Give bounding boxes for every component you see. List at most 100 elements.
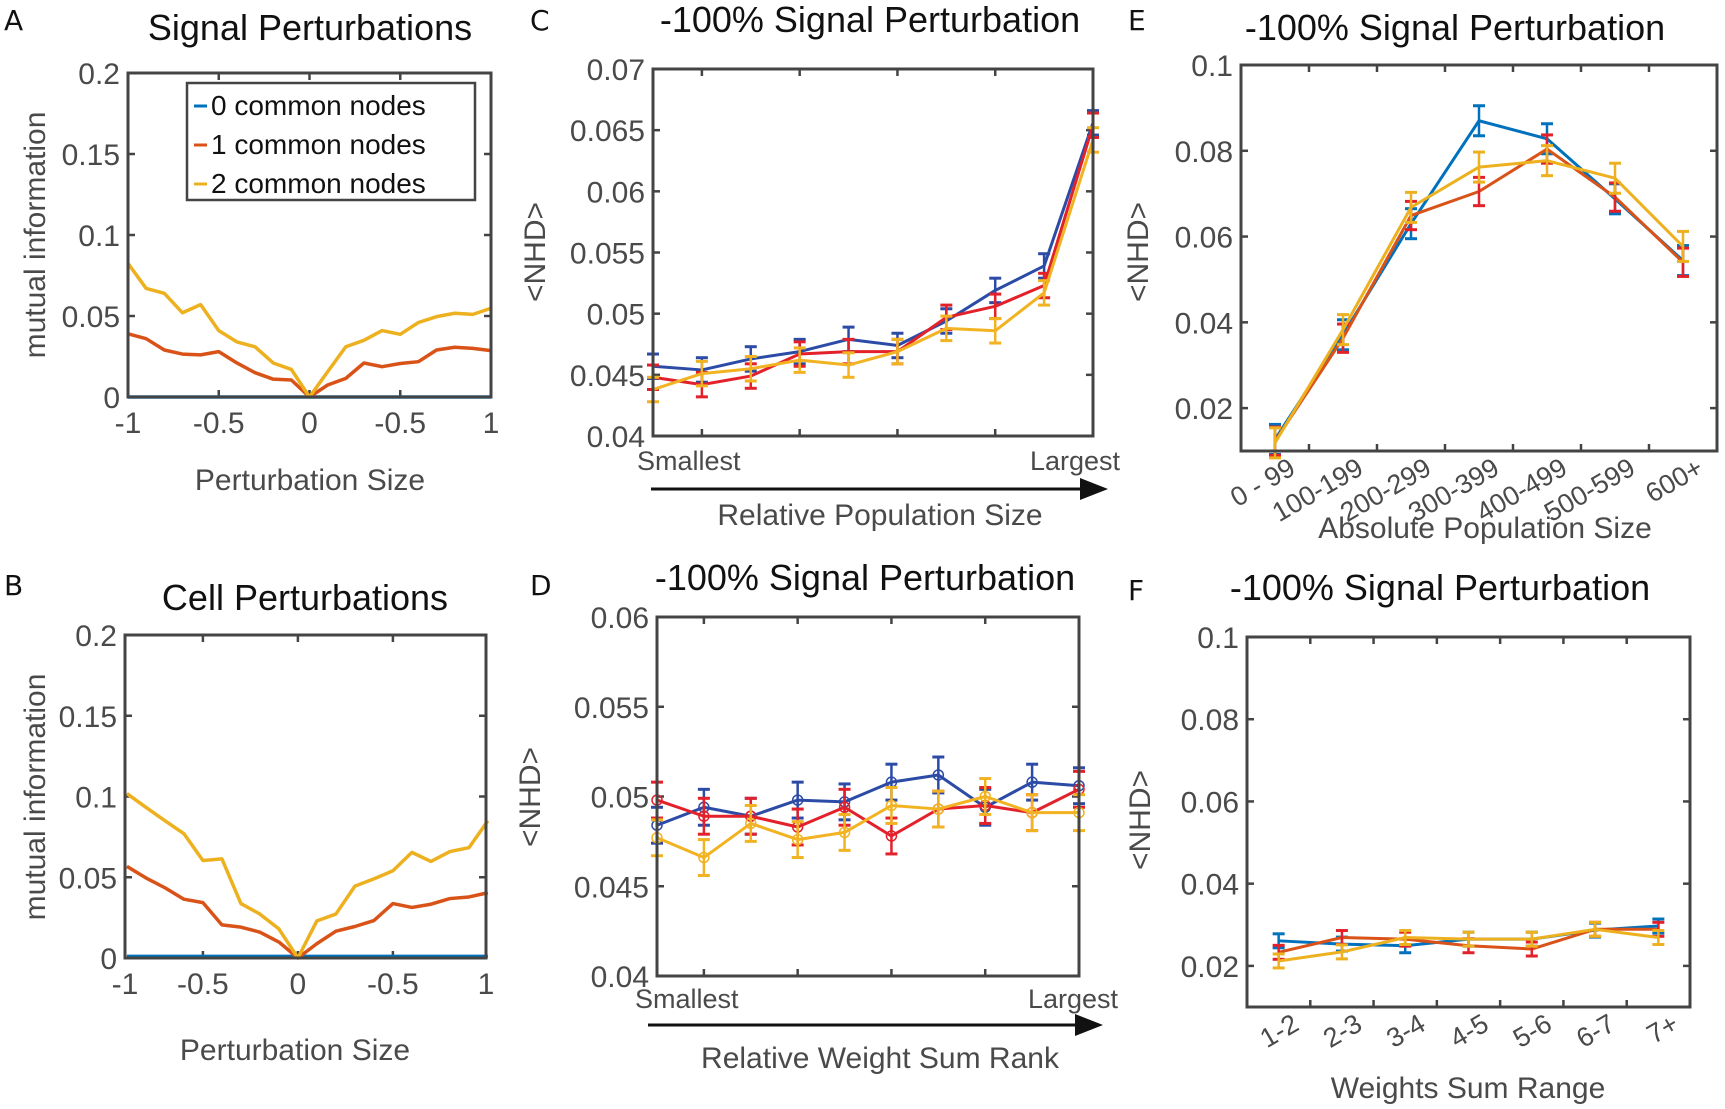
series-line — [125, 792, 490, 960]
x-axis-label: Relative Population Size — [717, 499, 1042, 532]
y-axis-label: mutual information — [19, 674, 52, 921]
x-tick-label: -0.5 — [177, 968, 229, 1001]
error-bar — [744, 354, 757, 383]
error-bar — [1541, 144, 1553, 178]
error-bar — [1652, 929, 1665, 947]
y-tick-label: 0.06 — [1175, 222, 1233, 255]
x-category-label: 600+ — [1640, 452, 1708, 508]
chart-title: Signal Perturbations — [148, 7, 472, 48]
y-tick-label: 0.02 — [1175, 393, 1233, 426]
error-bar — [1038, 279, 1051, 307]
x-tick-label: 1 — [483, 407, 500, 440]
plot-area: 0 0.05 0.1 0.15 0.2 -1 -0.5 0 -0.5 1 — [62, 58, 500, 440]
data-point-marker — [1026, 806, 1038, 819]
y-tick-label: 0.055 — [570, 238, 645, 271]
y-tick-label: 0.05 — [591, 782, 649, 815]
y-axis-label: <NHD> — [519, 202, 552, 302]
legend-entry-1: 1 common nodes — [211, 129, 426, 160]
error-bar — [1473, 150, 1485, 184]
y-tick-label: 0.06 — [1181, 786, 1239, 819]
plot-area: 0.020.040.060.080.10 - 99100-199200-2993… — [1175, 50, 1719, 528]
x-axis-label: Weights Sum Range — [1331, 1072, 1606, 1105]
y-tick-label: 0.04 — [591, 961, 649, 994]
x-category-label: 4-5 — [1445, 1008, 1494, 1053]
series-line — [656, 773, 1080, 827]
y-tick-label: 0.1 — [78, 220, 120, 253]
chart-title: -100% Signal Perturbation — [1230, 567, 1650, 608]
x-category-label: 3-4 — [1381, 1008, 1430, 1053]
panel-d: D -100% Signal Perturbation <NHD> 0.040.… — [514, 557, 1118, 1075]
x-end-label-smallest: Smallest — [637, 446, 741, 476]
error-bar — [940, 314, 953, 343]
panel-letter: B — [4, 569, 23, 602]
y-tick-label: 0.05 — [59, 862, 117, 895]
error-bar — [744, 803, 757, 843]
chart-title: -100% Signal Perturbation — [655, 557, 1075, 598]
panel-e: E -100% Signal Perturbation <NHD> 0.02 0.… — [1122, 4, 1719, 545]
series-0 — [651, 755, 1085, 845]
y-tick-label: 0.2 — [75, 620, 117, 653]
y-tick-label: 0.08 — [1175, 136, 1233, 169]
series-1 — [127, 332, 492, 399]
error-bar — [1337, 313, 1349, 347]
y-tick-label: 0.05 — [587, 299, 645, 332]
x-category-label: 1-2 — [1255, 1008, 1304, 1053]
x-end-label-largest: Largest — [1030, 446, 1121, 476]
error-bar — [989, 317, 1002, 345]
error-bar — [1272, 952, 1285, 970]
error-bar — [838, 812, 851, 852]
data-point-marker — [698, 851, 710, 864]
x-category-label: 2-3 — [1318, 1008, 1367, 1053]
x-end-label-smallest: Smallest — [635, 984, 739, 1014]
error-bar — [1399, 929, 1412, 947]
chart-title: Cell Perturbations — [162, 577, 448, 618]
y-tick-label: 0.02 — [1181, 951, 1239, 984]
error-bar — [791, 820, 804, 860]
series-line — [126, 262, 492, 399]
y-tick-label: 0.04 — [587, 421, 645, 454]
series-line — [652, 124, 1095, 387]
y-tick-label: 0.04 — [1181, 869, 1239, 902]
x-end-label-largest: Largest — [1028, 984, 1119, 1014]
data-point-marker — [932, 769, 945, 781]
error-bar — [842, 351, 855, 379]
data-point-marker — [791, 794, 804, 806]
error-bar — [1589, 920, 1602, 938]
series-2 — [1269, 144, 1689, 460]
panel-a: A Signal Perturbations Perturbation Size… — [4, 4, 499, 497]
axes-frame — [126, 71, 493, 399]
error-bar — [697, 796, 710, 836]
x-tick-label: -0.5 — [374, 407, 426, 440]
series-line — [656, 787, 1080, 838]
data-point-marker — [838, 801, 851, 814]
error-bar — [932, 789, 945, 829]
data-point-marker — [791, 833, 804, 846]
error-bar — [885, 786, 898, 825]
error-bar — [1473, 104, 1485, 138]
y-axis-label: <NHD> — [1124, 770, 1157, 870]
axes-frame — [1245, 635, 1692, 1009]
series-2 — [647, 126, 1099, 404]
series-1 — [125, 864, 489, 960]
data-point-marker — [745, 817, 757, 830]
chart-title: -100% Signal Perturbation — [660, 0, 1080, 40]
error-bar — [979, 777, 992, 816]
y-tick-label: 0 — [100, 943, 117, 976]
error-bar — [1462, 930, 1475, 948]
y-tick-label: 0 — [103, 382, 120, 415]
y-tick-label: 0.15 — [59, 701, 117, 734]
series-1 — [647, 111, 1099, 399]
data-point-marker — [932, 803, 945, 815]
panel-letter: F — [1128, 574, 1144, 607]
series-2 — [651, 777, 1085, 877]
plot-area: 0.04 0.045 0.05 0.055 0.06 0.065 0.07 — [570, 54, 1099, 454]
panel-letter: C — [530, 4, 550, 37]
error-bar — [793, 346, 806, 374]
axes-frame — [651, 67, 1095, 438]
error-bar — [1677, 229, 1689, 263]
legend-box — [185, 81, 477, 202]
y-tick-label: 0.08 — [1181, 704, 1239, 737]
error-bar — [695, 359, 708, 388]
series-2 — [1272, 920, 1665, 970]
